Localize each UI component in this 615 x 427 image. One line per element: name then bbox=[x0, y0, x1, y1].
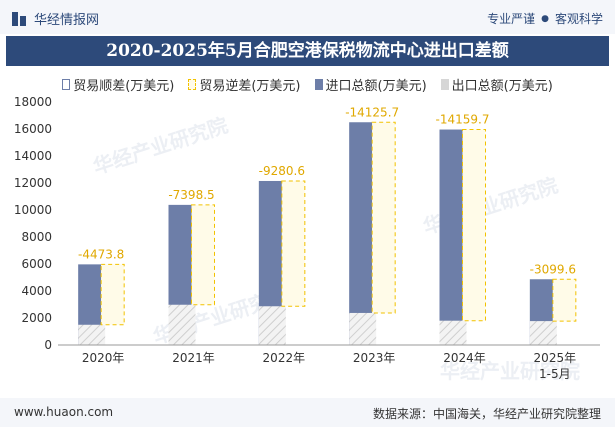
bar-deficit[interactable] bbox=[462, 129, 486, 322]
bar-export[interactable] bbox=[439, 320, 467, 345]
bar-deficit[interactable] bbox=[371, 121, 396, 314]
top-bar: 华经情报网 专业严谨 ● 客观科学 bbox=[0, 0, 615, 34]
legend-label-export: 出口总额(万美元) bbox=[451, 79, 553, 94]
brand[interactable]: 华经情报网 bbox=[12, 9, 99, 28]
y-tick-label: 4000 bbox=[21, 284, 52, 298]
bar-export[interactable] bbox=[349, 312, 377, 345]
legend-item-import[interactable]: 进口总额(万美元) bbox=[314, 75, 427, 94]
x-tick-label: 2024年 bbox=[443, 351, 486, 365]
data-label: -9280.6 bbox=[259, 164, 305, 178]
slogan-right: 客观科学 bbox=[554, 12, 603, 26]
legend-swatch-surplus bbox=[62, 79, 71, 90]
bar-export[interactable] bbox=[78, 324, 106, 345]
slogan: 专业严谨 ● 客观科学 bbox=[487, 10, 603, 27]
legend-label-import: 进口总额(万美元) bbox=[325, 79, 427, 94]
data-label: -3099.6 bbox=[530, 262, 576, 276]
legend-item-deficit[interactable]: 贸易逆差(万美元) bbox=[188, 75, 301, 94]
x-tick-label: 2022年 bbox=[263, 351, 306, 365]
y-tick-label: 14000 bbox=[14, 149, 52, 163]
footer-url[interactable]: www.huaon.com bbox=[14, 405, 114, 419]
data-label: -7398.5 bbox=[168, 188, 214, 202]
y-tick-label: 8000 bbox=[21, 230, 52, 244]
y-tick-label: 18000 bbox=[14, 95, 52, 109]
brand-name: 华经情报网 bbox=[34, 13, 100, 28]
y-tick-label: 10000 bbox=[14, 203, 52, 217]
bar-export[interactable] bbox=[258, 306, 286, 345]
bar-deficit[interactable] bbox=[552, 278, 577, 322]
legend-label-deficit: 贸易逆差(万美元) bbox=[199, 79, 301, 94]
chart-title: 2020-2025年5月合肥空港保税物流中心进出口差额 bbox=[6, 36, 609, 66]
bullet-icon: ● bbox=[541, 13, 549, 24]
bar-import[interactable] bbox=[258, 180, 282, 345]
legend-swatch-import bbox=[314, 79, 323, 90]
x-tick-label: 2023年 bbox=[353, 351, 396, 365]
legend-swatch-export bbox=[440, 79, 449, 90]
y-tick-label: 12000 bbox=[14, 176, 52, 190]
bar-deficit[interactable] bbox=[281, 180, 306, 307]
x-tick-label: 2020年 bbox=[82, 351, 125, 365]
bar-import[interactable] bbox=[349, 122, 373, 345]
chart-legend: 贸易顺差(万美元) 贸易逆差(万美元) 进口总额(万美元) 出口总额(万美元) bbox=[0, 75, 615, 94]
data-label: -14125.7 bbox=[345, 105, 399, 119]
footer: www.huaon.com 数据来源：中国海关，华经产业研究院整理 bbox=[0, 398, 615, 427]
y-tick-label: 6000 bbox=[21, 257, 52, 271]
brand-logo-icon bbox=[12, 11, 28, 26]
legend-swatch-deficit bbox=[188, 79, 197, 90]
bar-export[interactable] bbox=[529, 321, 557, 345]
bar-import[interactable] bbox=[439, 129, 463, 345]
legend-item-surplus[interactable]: 贸易顺差(万美元) bbox=[62, 75, 174, 94]
bar-export[interactable] bbox=[168, 304, 196, 345]
footer-source: 数据来源：中国海关，华经产业研究院整理 bbox=[372, 407, 601, 421]
data-label: -14159.7 bbox=[436, 113, 490, 127]
legend-item-export[interactable]: 出口总额(万美元) bbox=[440, 75, 553, 94]
x-tick-label: 2021年 bbox=[172, 351, 215, 365]
y-tick-label: 0 bbox=[44, 338, 52, 352]
y-tick-label: 2000 bbox=[21, 311, 52, 325]
bar-deficit[interactable] bbox=[191, 204, 215, 306]
bar-deficit[interactable] bbox=[100, 263, 125, 326]
data-label: -4473.8 bbox=[78, 247, 124, 261]
x-tick-label: 2025年 bbox=[534, 351, 577, 365]
legend-label-surplus: 贸易顺差(万美元) bbox=[73, 79, 175, 94]
y-tick-label: 16000 bbox=[14, 122, 52, 136]
slogan-left: 专业严谨 bbox=[487, 12, 536, 26]
x-tick-sublabel: 1-5月 bbox=[539, 367, 571, 381]
